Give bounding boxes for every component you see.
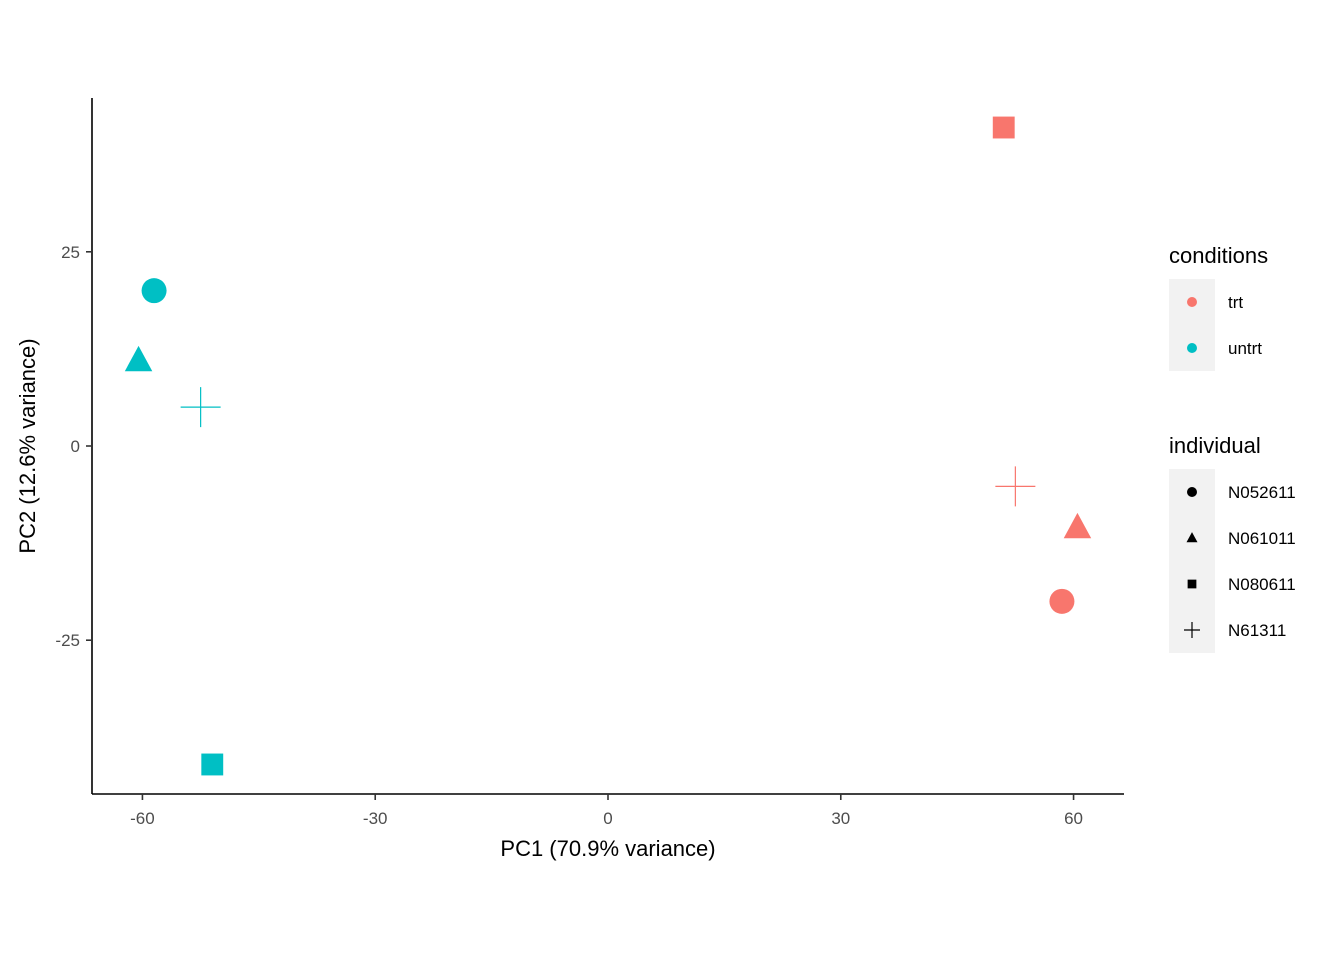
x-tick-label: 0 [603, 809, 612, 828]
legend-label-n080611: N080611 [1228, 575, 1296, 594]
y-ticks: -25 0 25 [55, 243, 92, 650]
data-point-untrt-n052611 [141, 278, 167, 304]
legend-key-n61311 [1184, 622, 1200, 638]
data-point-untrt-n061011 [124, 345, 153, 372]
data-point-trt-n080611 [992, 116, 1015, 139]
legend-label-n061011: N061011 [1228, 529, 1296, 548]
legend-key-n080611 [1187, 579, 1197, 589]
legend-individual: individual N052611 N061011 N080611 N61311 [1169, 433, 1296, 653]
legend-conditions: conditions trt untrt [1169, 243, 1268, 371]
legend-conditions-key-background [1169, 279, 1215, 371]
data-point-untrt-n61311 [180, 387, 221, 428]
y-axis-title: PC2 (12.6% variance) [15, 338, 40, 553]
legend-key-trt [1187, 297, 1197, 307]
legend-conditions-title: conditions [1169, 243, 1268, 268]
data-point-trt-n61311 [995, 466, 1036, 507]
legend-label-n61311: N61311 [1228, 621, 1286, 640]
x-tick-label: -30 [363, 809, 388, 828]
y-tick-label: -25 [55, 631, 80, 650]
x-tick-label: 60 [1064, 809, 1083, 828]
y-tick-label: 25 [61, 243, 80, 262]
legend-key-untrt [1187, 343, 1197, 353]
x-ticks: -60 -30 0 30 60 [130, 794, 1083, 828]
data-point-trt-n052611 [1049, 588, 1075, 614]
legend-label-trt: trt [1228, 293, 1243, 312]
legend-key-n052611 [1187, 487, 1197, 497]
x-tick-label: -60 [130, 809, 155, 828]
legend-key-n061011 [1186, 532, 1198, 543]
legend-label-n052611: N052611 [1228, 483, 1296, 502]
x-axis-title: PC1 (70.9% variance) [500, 836, 715, 861]
x-tick-label: 30 [831, 809, 850, 828]
y-tick-label: 0 [71, 437, 80, 456]
axes [91, 98, 1124, 795]
data-point-untrt-n080611 [201, 753, 224, 776]
data-points [124, 116, 1092, 776]
legend-individual-title: individual [1169, 433, 1261, 458]
data-point-trt-n061011 [1063, 512, 1092, 539]
legend-label-untrt: untrt [1228, 339, 1262, 358]
